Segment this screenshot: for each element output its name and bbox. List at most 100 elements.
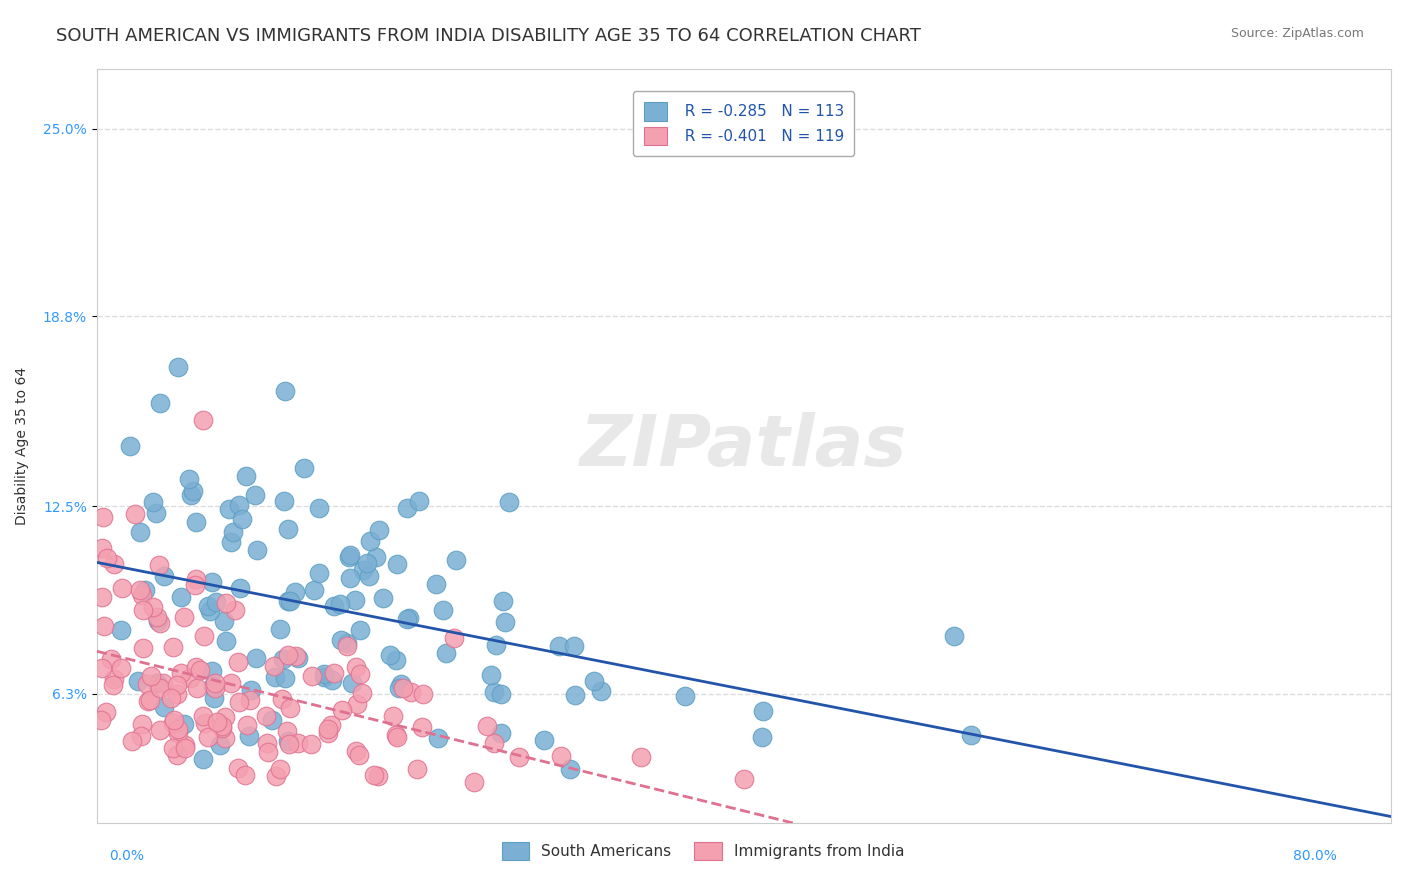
Point [254,709,277,723]
Point [228,695,250,709]
Point [162,741,184,756]
Point [280,594,302,608]
Point [489,687,512,701]
Point [136,677,159,691]
Point [173,741,195,756]
Point [392,681,415,695]
Point [349,623,371,637]
Point [329,597,352,611]
Point [91,541,114,555]
Point [262,714,284,728]
Point [533,733,555,747]
Point [444,552,467,566]
Point [111,581,134,595]
Point [132,603,155,617]
Point [367,523,389,537]
Point [489,726,512,740]
Point [186,681,208,696]
Point [271,692,294,706]
Point [110,661,132,675]
Point [91,661,114,675]
Point [344,660,367,674]
Point [124,507,146,521]
Point [399,685,422,699]
Point [425,577,447,591]
Point [364,549,387,564]
Point [277,734,299,748]
Point [128,582,150,597]
Point [485,638,508,652]
Point [356,556,378,570]
Point [128,524,150,539]
Text: 0.0%: 0.0% [110,849,143,863]
Point [277,594,299,608]
Point [245,543,267,558]
Point [94,705,117,719]
Point [193,629,215,643]
Point [131,717,153,731]
Point [408,493,430,508]
Point [110,623,132,637]
Point [197,599,219,613]
Point [278,701,301,715]
Text: ZIPatlas: ZIPatlas [581,411,907,481]
Point [120,440,142,454]
Point [205,715,228,730]
Point [218,502,240,516]
Point [432,603,454,617]
Point [482,685,505,699]
Point [292,460,315,475]
Point [121,734,143,748]
Point [751,730,773,744]
Point [385,557,408,571]
Point [153,700,176,714]
Point [548,639,571,653]
Point [96,550,118,565]
Point [330,632,353,647]
Point [367,769,389,783]
Point [550,748,572,763]
Legend: South Americans, Immigrants from India: South Americans, Immigrants from India [495,836,911,866]
Point [228,581,250,595]
Point [382,708,405,723]
Point [163,713,186,727]
Point [142,599,165,614]
Point [188,663,211,677]
Point [357,569,380,583]
Point [273,494,295,508]
Point [91,510,114,524]
Point [308,500,330,515]
Point [405,762,427,776]
Point [412,687,434,701]
Point [224,603,246,617]
Point [101,678,124,692]
Point [145,506,167,520]
Point [90,591,112,605]
Point [184,660,207,674]
Point [132,640,155,655]
Point [184,573,207,587]
Point [278,737,301,751]
Point [301,669,323,683]
Point [149,615,172,630]
Point [148,558,170,572]
Point [90,713,112,727]
Point [582,673,605,688]
Point [184,515,207,529]
Point [314,670,336,684]
Point [103,557,125,571]
Point [385,653,408,667]
Point [277,648,299,662]
Point [385,731,408,745]
Point [319,718,342,732]
Point [145,610,167,624]
Point [411,721,433,735]
Point [752,705,775,719]
Point [443,631,465,645]
Point [959,728,981,742]
Point [129,729,152,743]
Point [131,588,153,602]
Point [200,604,222,618]
Point [159,690,181,705]
Point [287,736,309,750]
